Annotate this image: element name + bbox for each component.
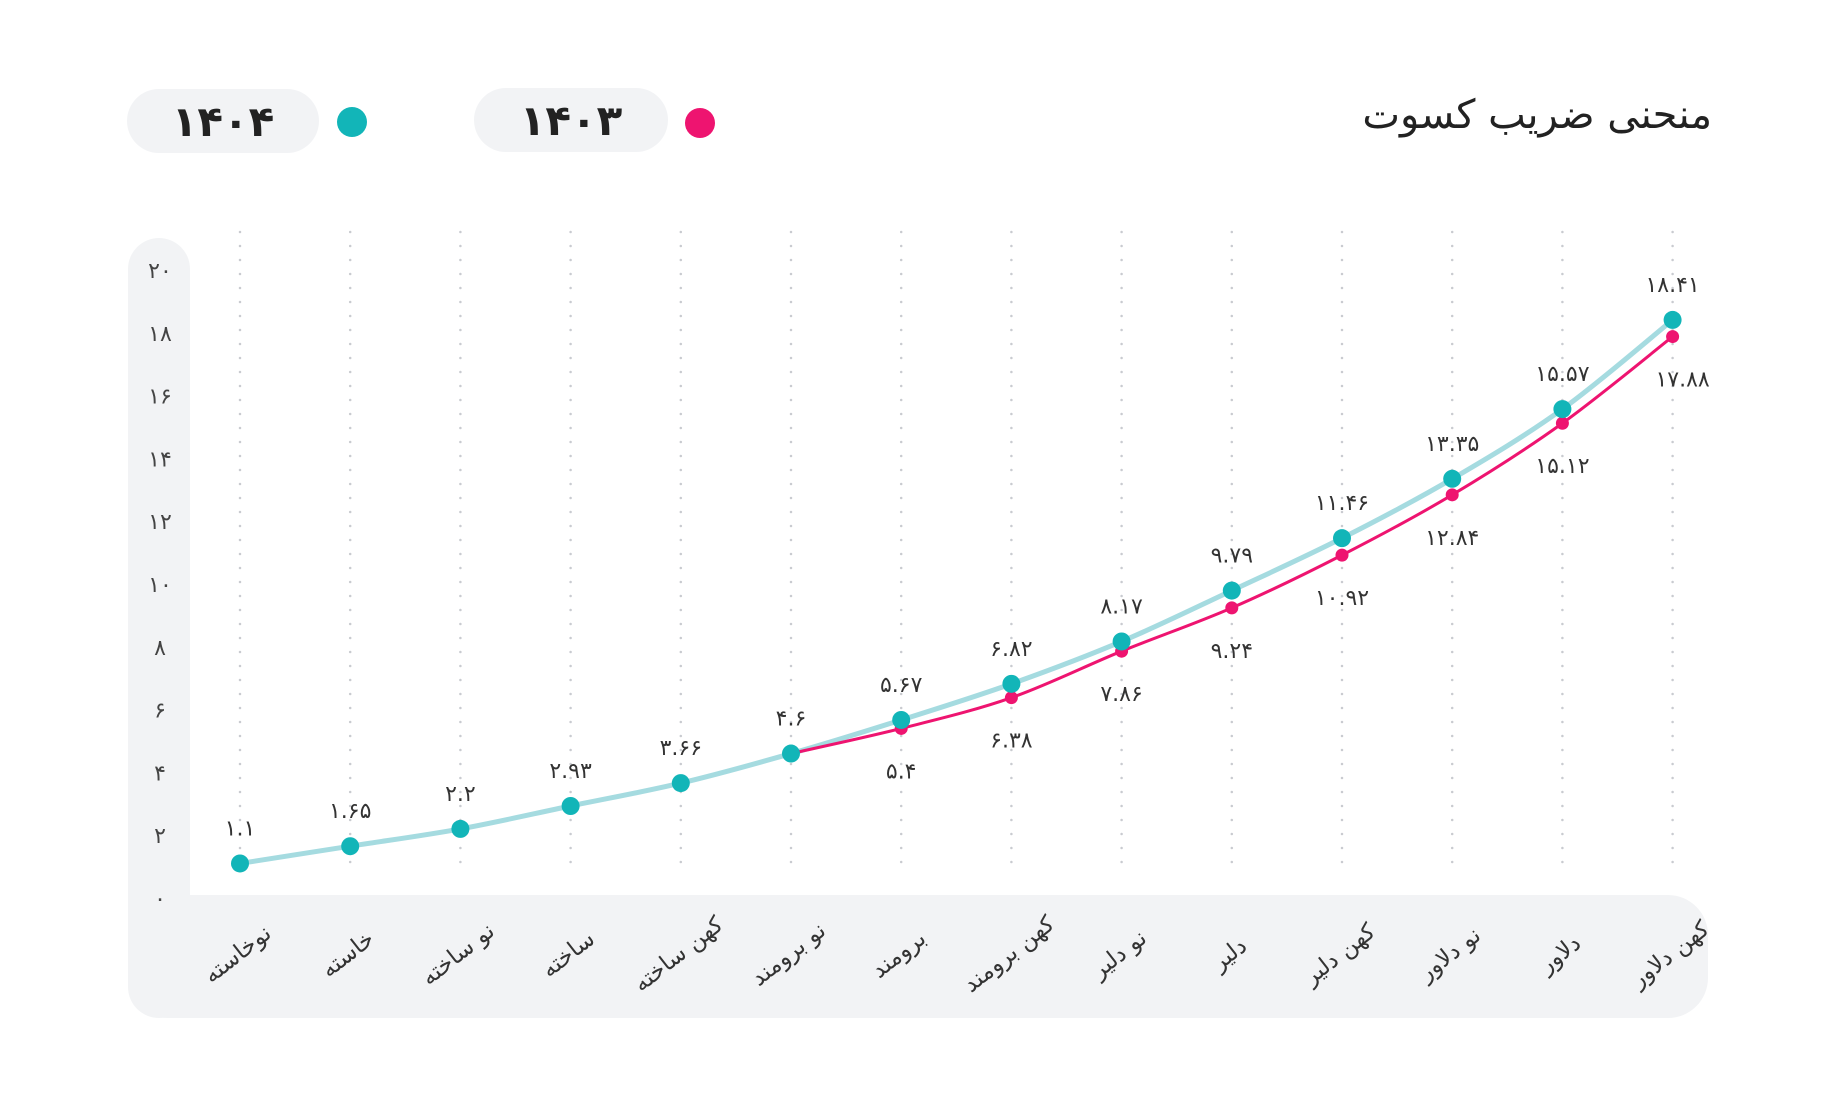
data-label-1403: ۹.۲۴ [1211,639,1253,664]
data-label-1403: ۱۰.۹۲ [1315,586,1369,611]
data-point-1403 [1555,416,1569,430]
data-point-1404 [1333,529,1351,548]
data-point-1404 [561,796,580,815]
legend-dot-1404 [337,107,367,137]
data-point-1404 [782,744,800,763]
y-tick-label: ۶ [154,699,166,724]
y-tick-label: ۸ [154,636,166,661]
data-label-1404: ۹.۷۹ [1211,544,1253,569]
data-label-1404: ۵.۶۷ [880,673,923,698]
data-point-1404 [1222,581,1241,600]
data-point-1404 [451,819,470,838]
data-label-1404: ۱۱.۴۶ [1315,491,1369,516]
y-tick-label: ۲۰ [148,259,172,284]
data-point-1404 [671,774,690,793]
data-label-1403: ۵.۴ [886,759,917,784]
data-label-1403: ۱۵.۱۲ [1535,454,1589,479]
data-point-1403 [1335,548,1349,562]
data-point-1404 [1112,632,1131,651]
x-axis-panel [128,895,1708,1018]
y-tick-label: ۱۴ [148,447,172,472]
legend-pill-1404: ۱۴۰۴ [127,89,319,153]
y-tick-label: ۱۶ [148,385,172,410]
data-point-1404 [341,837,360,856]
data-label-1404: ۱۸.۴۱ [1645,273,1699,298]
y-tick-label: ۱۰ [148,573,172,598]
data-label-1404: ۴.۶ [776,707,807,732]
data-point-1404 [1553,400,1572,419]
legend-dot-1403 [685,108,715,138]
data-label-1404: ۶.۸۲ [990,637,1032,662]
data-point-1404 [231,854,249,873]
legend-label-1404: ۱۴۰۴ [171,96,275,146]
data-label-1403: ۱۷.۸۸ [1655,368,1709,393]
data-point-1403 [1445,488,1459,502]
data-label-1404: ۱۵.۵۷ [1535,362,1589,387]
data-point-1404 [1002,674,1021,693]
data-label-1404: ۱.۶۵ [329,799,371,824]
data-label-1404: ۲.۹۳ [549,759,592,784]
legend-pill-1403: ۱۴۰۳ [474,88,668,152]
y-axis-panel [128,238,190,1018]
series-line-1403 [789,335,1675,756]
data-label-1403: ۱۲.۸۴ [1425,526,1479,551]
data-point-1403 [1225,601,1239,615]
data-label-1404: ۱۳.۳۵ [1425,432,1479,457]
data-point-1403 [1004,691,1018,705]
legend-label-1403: ۱۴۰۳ [519,95,623,145]
data-label-1403: ۷.۸۶ [1100,682,1142,707]
data-point-1403 [1666,330,1680,344]
data-point-1404 [1443,469,1462,488]
y-tick-label: ۰ [154,887,166,912]
data-point-1404 [1663,310,1682,329]
y-tick-label: ۱۸ [148,322,172,347]
y-tick-label: ۱۲ [148,510,172,535]
data-point-1404 [892,710,911,729]
chart-title: منحنی ضریب کسوت [1362,92,1712,138]
data-label-1404: ۲.۲ [445,782,476,807]
data-label-1404: ۱.۱ [225,816,256,841]
data-label-1404: ۳.۶۶ [660,736,702,761]
y-tick-label: ۲ [154,824,166,849]
y-tick-label: ۴ [154,761,166,786]
data-label-1403: ۶.۳۸ [990,729,1033,754]
data-label-1404: ۸.۱۷ [1100,594,1143,619]
